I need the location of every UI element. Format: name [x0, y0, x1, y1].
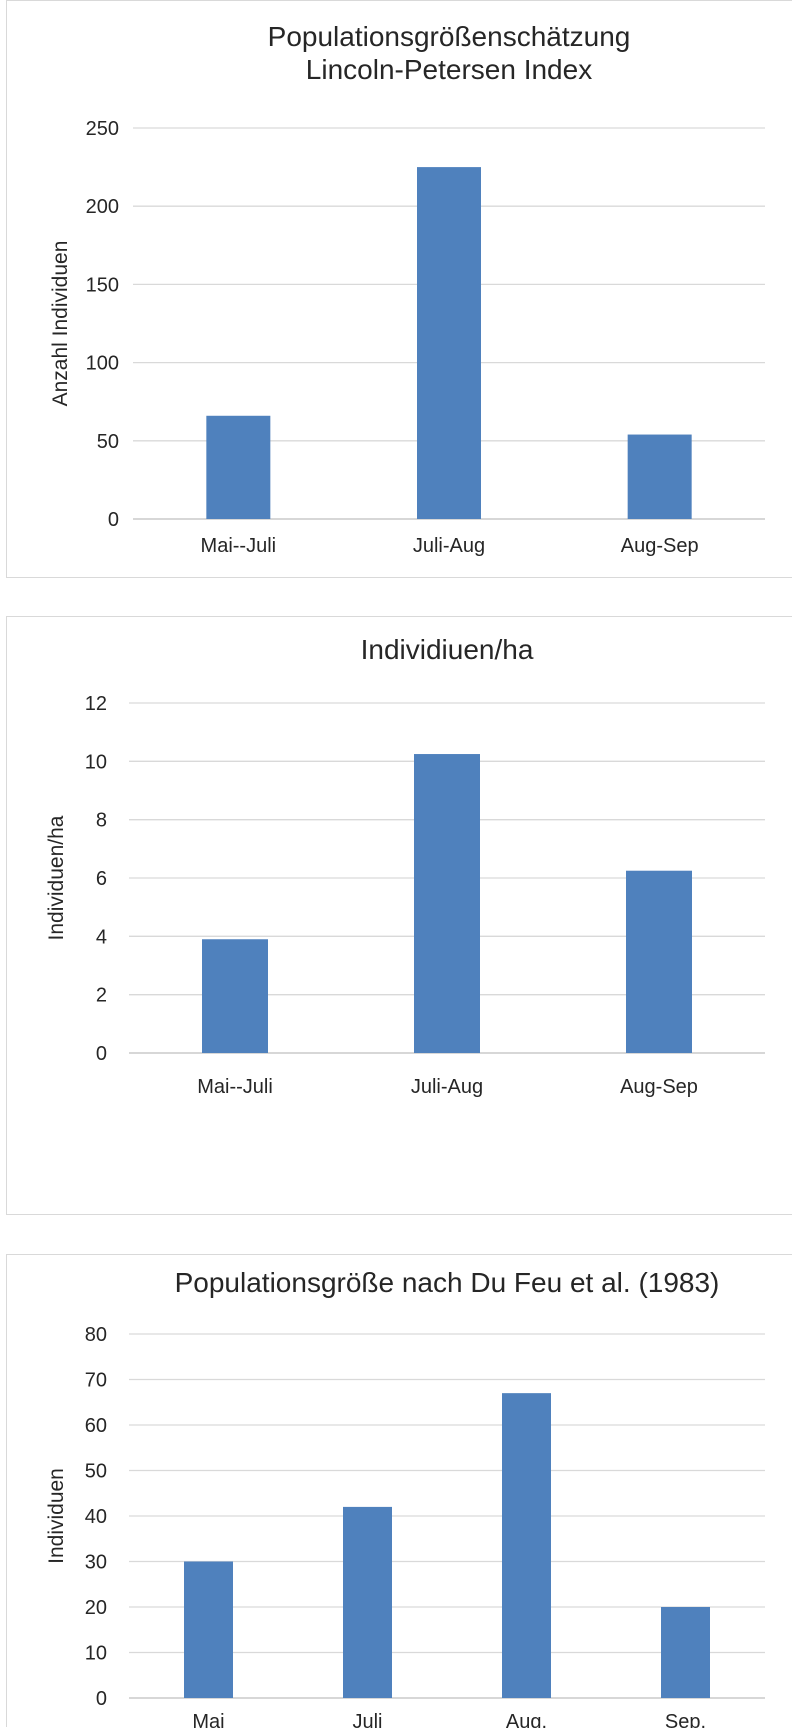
- chart-title: Populationsgröße nach Du Feu et al. (198…: [175, 1267, 720, 1298]
- chart-du-feu: Populationsgröße nach Du Feu et al. (198…: [45, 1267, 765, 1728]
- chart-lincoln-petersen: PopulationsgrößenschätzungLincoln-Peters…: [49, 21, 765, 557]
- y-axis-label: Individuen/ha: [45, 815, 68, 940]
- chart-title: Individiuen/ha: [361, 634, 534, 665]
- y-tick-label: 4: [96, 926, 107, 948]
- y-tick-label: 10: [85, 751, 107, 773]
- y-tick-label: 20: [85, 1597, 107, 1619]
- y-tick-label: 40: [85, 1506, 107, 1528]
- x-tick-label: Juli-Aug: [411, 1076, 483, 1098]
- y-tick-label: 70: [85, 1370, 107, 1392]
- y-tick-label: 50: [97, 431, 119, 453]
- bar: [502, 1393, 551, 1698]
- y-tick-label: 100: [86, 353, 119, 375]
- y-tick-label: 200: [86, 196, 119, 218]
- x-tick-label: Juli: [352, 1711, 382, 1728]
- x-tick-label: Aug.: [506, 1711, 547, 1728]
- y-axis-label: Anzahl Individuen: [49, 241, 72, 407]
- y-tick-label: 2: [96, 985, 107, 1007]
- chart-title: Populationsgrößenschätzung: [268, 21, 631, 52]
- y-tick-label: 6: [96, 868, 107, 890]
- chart-panel-individuen-ha: Individiuen/ha 0 2 4 6 8 10 12 Individuen/ha Mai-…: [6, 616, 792, 1215]
- y-axis-label: Individuen: [45, 1468, 68, 1564]
- bar: [626, 870, 692, 1053]
- chart-panel-lincoln-petersen: Populationsgrößenschätzung Lincoln-Peters…: [6, 0, 792, 578]
- y-tick-label: 60: [85, 1415, 107, 1437]
- bar: [661, 1607, 710, 1698]
- y-tick-label: 0: [96, 1688, 107, 1710]
- y-tick-label: 50: [85, 1461, 107, 1483]
- bar: [202, 939, 268, 1053]
- bar: [184, 1561, 233, 1698]
- bar: [206, 415, 271, 519]
- x-tick-label: Sep.: [665, 1711, 706, 1728]
- y-tick-label: 0: [96, 1043, 107, 1065]
- chart-individuen-ha: Individiuen/ha 0 2 4 6 8 10 12 Individuen/ha Mai-…: [45, 634, 765, 1098]
- y-tick-label: 250: [86, 118, 119, 140]
- y-tick-label: 80: [85, 1324, 107, 1346]
- x-tick-label: Mai: [192, 1711, 224, 1728]
- chart-title: Lincoln-Petersen Index: [306, 54, 592, 85]
- x-tick-label: Juli-Aug: [413, 535, 485, 557]
- y-tick-label: 150: [86, 274, 119, 296]
- chart-panel-du-feu: Populationsgröße nach Du Feu et al. (198…: [6, 1254, 792, 1728]
- bar: [417, 167, 481, 519]
- x-tick-label: Mai--Juli: [197, 1076, 273, 1098]
- y-tick-label: 8: [96, 810, 107, 832]
- x-tick-label: Aug-Sep: [621, 535, 699, 557]
- y-tick-label: 12: [85, 693, 107, 715]
- x-tick-label: Aug-Sep: [620, 1076, 698, 1098]
- y-tick-label: 10: [85, 1643, 107, 1665]
- x-tick-label: Mai--Juli: [201, 535, 277, 557]
- bar: [627, 434, 692, 519]
- y-tick-label: 0: [108, 509, 119, 531]
- bar: [414, 754, 480, 1053]
- y-tick-label: 30: [85, 1552, 107, 1574]
- bar: [343, 1506, 392, 1698]
